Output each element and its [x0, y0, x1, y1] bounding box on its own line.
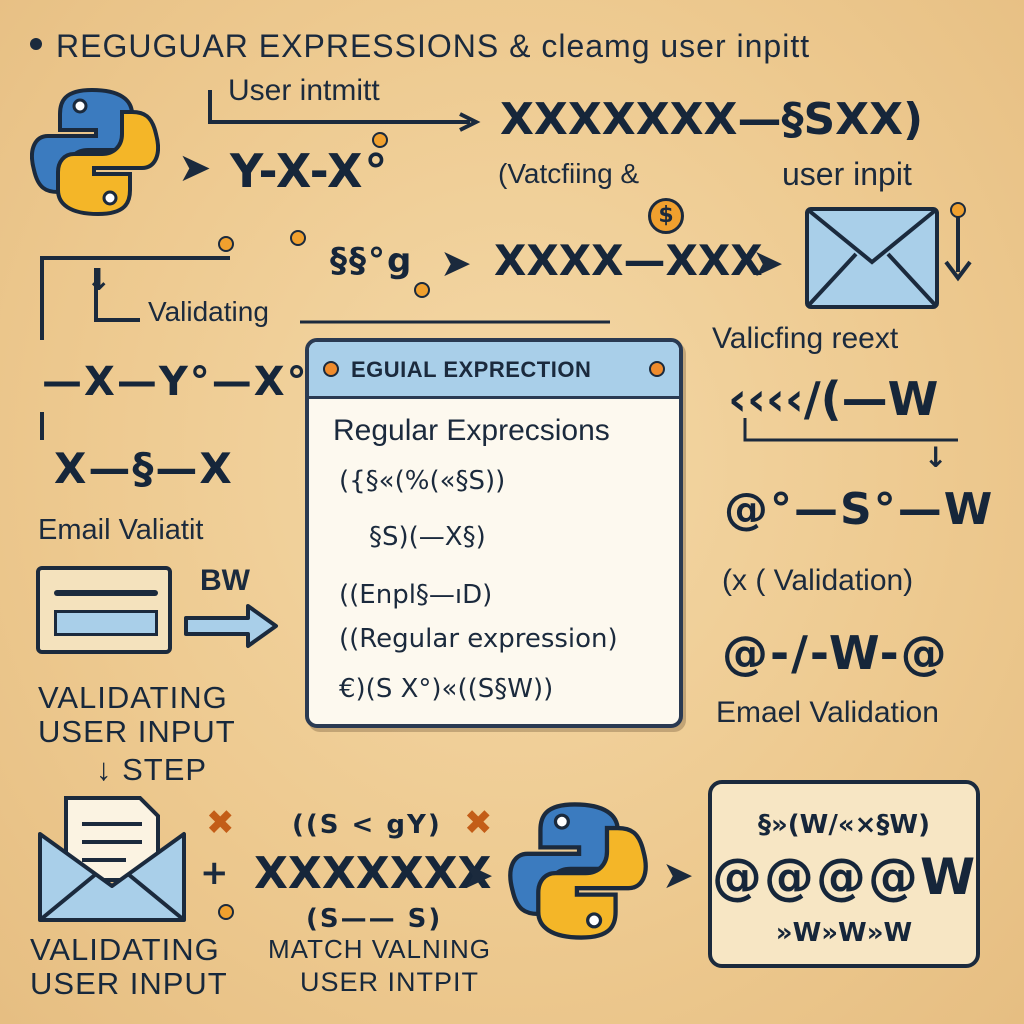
envelope-icon	[805, 207, 939, 309]
pattern-d: XXXXXXX	[254, 848, 492, 899]
validating-caps-1: VALIDATING	[38, 680, 228, 715]
window-dot-left	[323, 361, 339, 377]
regex-window: EGUIAL EXPRECTION Regular Exprecsions ({…	[305, 338, 683, 728]
arrow-right-icon: ➤	[752, 241, 784, 285]
header-bullet	[30, 38, 42, 50]
regex-line: €)(S X°)«((S§W))	[339, 674, 554, 704]
chain-left: Y-X-X°	[230, 144, 390, 198]
close-x-icon: ✖	[206, 803, 235, 843]
connector-dot	[218, 236, 234, 252]
arrow-right-icon: ➤	[440, 241, 472, 285]
regex-line: ({§«(%(«§S))	[339, 466, 506, 496]
validating-caps-2: USER INPUT	[38, 714, 236, 749]
page-title: REGUGUAR EXPRESSIONS & cleamg user inpit…	[56, 28, 811, 64]
arrow-right-icon: ➤	[662, 853, 694, 897]
card-line	[54, 590, 158, 596]
arrow-down-icon: ↓	[86, 263, 112, 298]
result-box: §»(W/«×§W) @@@@W »W»W»W	[708, 780, 980, 968]
step-label: ↓ STEP	[96, 752, 208, 787]
user-input-label: User intmitt	[228, 74, 380, 107]
python-logo-icon	[508, 802, 648, 940]
bw-label: BW	[200, 564, 250, 597]
connector-dot	[372, 132, 388, 148]
email-label: Email Valiatit	[38, 514, 204, 546]
paren-top: ((S < gY)	[292, 810, 442, 840]
match-label-1: MATCH VALNING	[268, 934, 491, 964]
arrow-down-icon: ↓	[96, 752, 113, 787]
validating-label: Validating	[148, 296, 269, 327]
regex-line: ((Regular expression)	[339, 624, 618, 654]
connector-dot	[414, 282, 430, 298]
window-heading: Regular Exprecsions	[333, 414, 610, 447]
pattern-b: XXXX—XXX	[494, 236, 763, 285]
close-x-icon: ✖	[464, 803, 493, 843]
chain-4: @-/-W-@	[722, 626, 949, 680]
pattern-c: ‹‹‹‹/(—W	[728, 372, 939, 426]
chain-3: @°—S°—W	[724, 484, 995, 535]
validating-caps-bottom-1: VALIDATING	[30, 932, 220, 967]
dollar-label: $	[658, 203, 674, 228]
regex-line: §S)(—X§)	[369, 522, 486, 552]
connector-dot	[218, 904, 234, 920]
chain-2: X—§—X	[54, 444, 234, 493]
arrow-right-icon	[184, 604, 278, 648]
result-line: »W»W»W	[775, 918, 913, 948]
result-line: §»(W/«×§W)	[758, 810, 930, 840]
arrow-down-icon: ↓	[924, 441, 948, 474]
step-text: STEP	[122, 752, 208, 787]
regex-line: ((Enpl§—ıD)	[339, 580, 493, 610]
window-title: EGUIAL EXPRECTION	[351, 357, 592, 382]
validing-text-label: Valicfing reext	[712, 322, 899, 355]
result-line: @@@@W	[712, 848, 978, 906]
connector-dot	[290, 230, 306, 246]
chain-mid: §§°g	[330, 241, 414, 281]
pattern-a: XXXXXXX—§SXX)	[500, 94, 924, 145]
plus-connector: +	[200, 853, 229, 893]
arrow-right-icon: ➤	[178, 145, 212, 191]
python-logo-icon	[30, 87, 160, 217]
validating-caps-bottom-2: USER INPUT	[30, 966, 228, 1001]
envelope-icon	[38, 796, 186, 922]
user-input-label-right: user inpit	[782, 156, 912, 192]
window-dot-right	[649, 361, 665, 377]
email-validation-label: Emael Validation	[716, 696, 939, 729]
matching-label: (Vatcfiing &	[498, 158, 640, 189]
dollar-badge-icon: $	[648, 198, 684, 234]
card-icon	[36, 566, 172, 654]
connector-dot	[950, 202, 966, 218]
paren-bottom: (S—— S)	[306, 904, 443, 934]
arrow-right-icon: ➤	[462, 853, 494, 897]
validation-label: (x ( Validation)	[722, 564, 914, 597]
window-title-bar: EGUIAL EXPRECTION	[309, 342, 679, 399]
card-highlight	[54, 610, 158, 636]
match-label-2: USER INTPIT	[300, 967, 480, 997]
chain-1: —X—Y°—X°	[42, 359, 309, 405]
